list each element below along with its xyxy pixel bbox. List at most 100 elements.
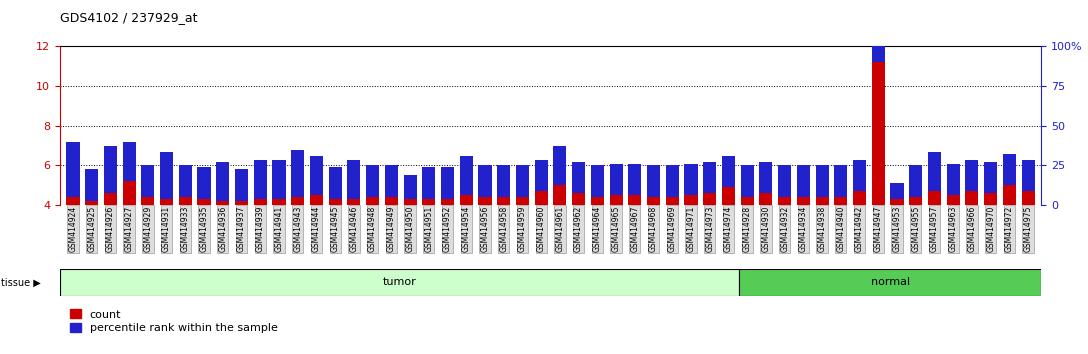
Bar <box>628 164 641 195</box>
Text: GSM414952: GSM414952 <box>443 206 452 252</box>
Bar <box>422 167 435 199</box>
Bar <box>516 166 529 198</box>
Text: tissue ▶: tissue ▶ <box>1 277 41 287</box>
Text: GSM414957: GSM414957 <box>930 206 939 252</box>
Bar <box>347 199 360 205</box>
Bar <box>572 193 585 205</box>
Bar <box>591 166 604 198</box>
Bar <box>703 193 716 205</box>
Bar <box>834 166 848 198</box>
Bar <box>984 193 998 205</box>
Text: GSM414948: GSM414948 <box>368 206 378 252</box>
Text: GSM414936: GSM414936 <box>219 206 227 252</box>
Bar <box>329 167 342 199</box>
Bar <box>441 199 454 205</box>
Bar <box>422 199 435 205</box>
Bar <box>66 198 79 205</box>
Text: GSM414928: GSM414928 <box>743 206 752 252</box>
Bar <box>141 198 154 205</box>
Text: GSM414955: GSM414955 <box>912 206 920 252</box>
Text: GSM414971: GSM414971 <box>687 206 695 252</box>
Text: GSM414939: GSM414939 <box>256 206 264 252</box>
Bar <box>141 166 154 198</box>
Bar <box>965 160 978 192</box>
Bar <box>759 161 772 193</box>
Text: GSM414943: GSM414943 <box>293 206 302 252</box>
Bar <box>666 198 679 205</box>
Bar <box>123 142 136 181</box>
Bar <box>871 62 885 205</box>
Text: GSM414932: GSM414932 <box>780 206 789 252</box>
Bar <box>310 155 323 195</box>
Text: GSM414975: GSM414975 <box>1024 206 1033 252</box>
Bar <box>497 166 510 198</box>
Text: GSM414927: GSM414927 <box>125 206 134 252</box>
Bar <box>554 145 567 185</box>
Bar <box>853 160 866 192</box>
Bar <box>366 198 379 205</box>
Bar <box>910 198 923 205</box>
Bar <box>534 192 547 205</box>
Bar <box>235 201 248 205</box>
Bar <box>385 166 398 198</box>
Text: normal: normal <box>870 277 910 287</box>
Bar <box>741 166 754 198</box>
Bar <box>778 198 791 205</box>
Bar <box>609 164 622 195</box>
Bar <box>1022 160 1035 192</box>
Bar <box>554 185 567 205</box>
Text: GSM414968: GSM414968 <box>650 206 658 252</box>
Bar <box>66 142 79 198</box>
Bar <box>647 198 660 205</box>
Bar <box>310 195 323 205</box>
Bar <box>198 199 211 205</box>
Bar <box>609 195 622 205</box>
Bar <box>928 192 941 205</box>
Bar <box>103 193 118 205</box>
Text: GSM414937: GSM414937 <box>237 206 246 252</box>
Text: GSM414963: GSM414963 <box>949 206 957 252</box>
Text: GSM414967: GSM414967 <box>630 206 640 252</box>
Bar <box>684 164 697 195</box>
Bar <box>479 198 492 205</box>
Text: GSM414950: GSM414950 <box>406 206 415 252</box>
Bar <box>928 152 941 192</box>
Bar <box>1003 154 1016 185</box>
Text: GSM414941: GSM414941 <box>274 206 284 252</box>
Text: GSM414960: GSM414960 <box>536 206 546 252</box>
Bar <box>816 166 829 198</box>
Text: GDS4102 / 237929_at: GDS4102 / 237929_at <box>60 11 197 24</box>
Bar <box>1003 185 1016 205</box>
Bar <box>591 198 604 205</box>
Bar <box>198 167 211 199</box>
Bar <box>347 160 360 199</box>
Bar <box>834 198 848 205</box>
Text: GSM414973: GSM414973 <box>705 206 714 252</box>
Bar <box>292 198 305 205</box>
Text: GSM414965: GSM414965 <box>611 206 620 252</box>
Bar <box>628 195 641 205</box>
Text: GSM414946: GSM414946 <box>349 206 358 252</box>
Bar <box>965 192 978 205</box>
Text: GSM414954: GSM414954 <box>461 206 471 252</box>
Bar <box>404 199 417 205</box>
Text: GSM414926: GSM414926 <box>106 206 115 252</box>
Bar <box>759 193 772 205</box>
Text: GSM414930: GSM414930 <box>762 206 770 252</box>
Bar <box>741 198 754 205</box>
Text: tumor: tumor <box>383 277 417 287</box>
Bar <box>572 161 585 193</box>
Bar <box>60 269 739 296</box>
Bar <box>460 195 473 205</box>
Text: GSM414949: GSM414949 <box>387 206 396 252</box>
Bar <box>460 155 473 195</box>
Bar <box>853 192 866 205</box>
Bar <box>254 160 267 199</box>
Bar <box>703 161 716 193</box>
Text: GSM414947: GSM414947 <box>874 206 882 252</box>
Text: GSM414966: GSM414966 <box>967 206 976 252</box>
Bar <box>85 170 98 201</box>
Bar <box>366 166 379 198</box>
Text: GSM414964: GSM414964 <box>593 206 602 252</box>
Text: GSM414962: GSM414962 <box>574 206 583 252</box>
